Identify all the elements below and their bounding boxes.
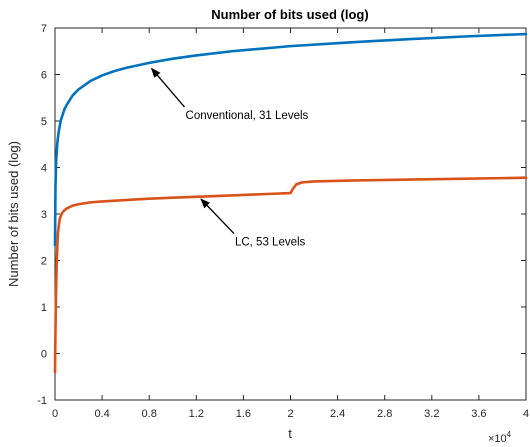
annotation-arrow-2 (200, 198, 235, 234)
y-tick-label: 0 (41, 349, 47, 361)
x-tick-label: 3.6 (471, 408, 486, 420)
x-tick-label: 0.8 (142, 408, 157, 420)
x-axis-label: t (288, 426, 292, 441)
y-tick-label: 2 (41, 256, 47, 268)
annotation-layer: Conventional, 31 Levels LC, 53 Levels (150, 67, 309, 249)
y-tick-label: 7 (41, 23, 47, 35)
x-tick-label: 2.4 (330, 408, 345, 420)
x-tick-label: 4 (523, 408, 529, 420)
x-tick-label: 2.8 (377, 408, 392, 420)
x-axis-ticks: 0 0.4 0.8 1.2 1.6 2 2.4 2.8 3.2 3.6 4 (52, 28, 529, 420)
x-tick-label: 1.6 (236, 408, 251, 420)
y-tick-label: 1 (41, 302, 47, 314)
annotation-label-1: Conventional, 31 Levels (186, 110, 309, 122)
y-axis-label: Number of bits used (log) (6, 141, 21, 287)
series-line-1 (53, 32, 528, 247)
x-exponent-base: ×10 (488, 433, 507, 445)
x-exponent-label: ×104 (488, 430, 512, 445)
annotation-label-2: LC, 53 Levels (235, 237, 306, 249)
x-exponent-power: 4 (507, 430, 512, 439)
y-tick-label: 4 (41, 163, 47, 175)
series-layer (53, 32, 528, 374)
y-tick-label: -1 (37, 395, 47, 407)
x-tick-label: 1.2 (189, 408, 204, 420)
plot-area (54, 27, 527, 401)
y-tick-label: 5 (41, 116, 47, 128)
series-line-2 (53, 176, 528, 374)
x-tick-label: 2 (287, 408, 293, 420)
x-tick-label: 0 (52, 408, 58, 420)
chart-title: Number of bits used (log) (211, 7, 368, 22)
y-tick-label: 6 (41, 70, 47, 82)
x-tick-label: 0.4 (94, 408, 109, 420)
annotation-arrow-1 (150, 67, 186, 108)
x-tick-label: 3.2 (424, 408, 439, 420)
y-tick-label: 3 (41, 209, 47, 221)
